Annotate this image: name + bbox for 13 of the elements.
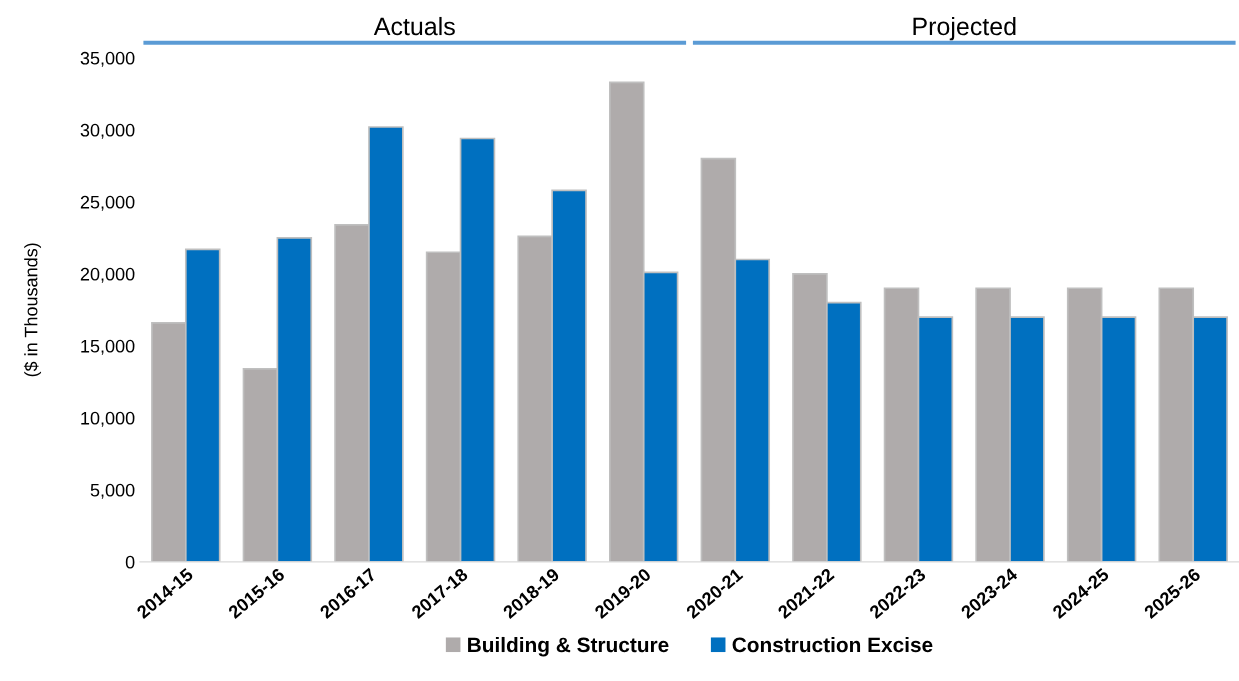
y-tick-label: 5,000 [90,483,135,499]
y-tick-label: 0 [125,555,135,569]
legend-label: Construction Excise [732,636,933,653]
y-tick-label: 35,000 [80,51,135,67]
y-tick-label: 30,000 [80,123,135,139]
text: Projected [913,16,1016,41]
y-tick-label: 15,000 [81,339,135,355]
text: Actuals [373,16,455,36]
y-tick-label: 20,000 [80,267,135,283]
y-tick-label: 10,000 [81,411,135,427]
legend-label: Building & Structure [468,636,669,657]
y-tick-label: 25,000 [80,195,135,211]
y-axis-title: ($ in Thousands) [23,243,42,377]
